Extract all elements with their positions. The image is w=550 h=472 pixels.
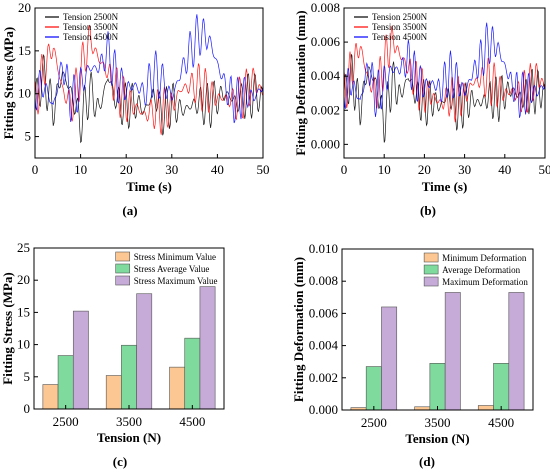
y-tick-label: 25 — [17, 240, 30, 255]
x-tick-label: 50 — [257, 162, 270, 177]
y-tick-label: 0.000 — [311, 136, 340, 151]
y-tick-label: 0.000 — [309, 402, 338, 417]
x-tick-label: 4500 — [488, 415, 514, 430]
x-tick-label: 0 — [341, 162, 348, 177]
y-tick-label: 15 — [17, 304, 30, 319]
series-line-tension-4500n — [343, 22, 546, 118]
x-tick-label: 40 — [498, 162, 511, 177]
panel-b-deformation-time-chart: (b) 0 10 20 30 40 50 0.000 0.002 0.004 0.006 0.008 T… — [293, 0, 550, 218]
y-tick-label: 0.008 — [311, 0, 340, 15]
legend-label: Minimum Deformation — [442, 253, 527, 263]
y-tick-label: 10 — [17, 337, 30, 352]
bar-stress-minimum-value-2500 — [42, 384, 59, 410]
y-tick-label: 0.010 — [309, 241, 338, 256]
x-tick-label: 4500 — [179, 414, 205, 429]
y-tick-label: 5 — [24, 369, 31, 384]
legend-label: Tension 4500N — [63, 32, 119, 42]
legend-label: Stress Average Value — [134, 264, 210, 274]
x-axis-label: Time (s) — [126, 179, 172, 194]
bar-maximum-deformation-3500 — [444, 292, 461, 411]
bar-stress-average-value-2500 — [57, 355, 74, 410]
legend-swatch — [423, 252, 439, 263]
bar-stress-maximum-value-2500 — [72, 310, 89, 410]
y-tick-label: 10 — [18, 86, 31, 101]
panel-label: (d) — [419, 454, 435, 469]
y-tick-label: 0.004 — [309, 338, 339, 353]
x-tick-label: 40 — [211, 162, 224, 177]
x-tick-label: 10 — [74, 162, 87, 177]
y-tick-label: 20 — [17, 272, 30, 287]
bar-stress-average-value-3500 — [121, 344, 137, 410]
bar-average-deformation-2500 — [365, 366, 382, 411]
legend-swatch — [115, 251, 130, 262]
legend-label: Maximum Deformation — [442, 277, 528, 287]
legend-swatch — [423, 264, 439, 275]
bar-stress-minimum-value-4500 — [169, 366, 186, 410]
x-axis-label: Tension (N) — [97, 430, 161, 445]
legend-label: Tension 2500N — [372, 12, 428, 22]
y-axis-label: Fitting Deformation (mm) — [291, 257, 306, 402]
plot-frame — [33, 247, 225, 410]
panel-label: (b) — [420, 203, 436, 218]
legend-label: Stress Maximum Value — [134, 276, 218, 286]
bar-maximum-deformation-4500 — [508, 292, 525, 411]
panel-c-stress-bar-chart: 2500 3500 4500 (c) 0 5 10 15 20 25 Tension (N) Fitt… — [0, 240, 225, 469]
y-tick-label: 0.006 — [309, 305, 339, 320]
legend-swatch — [115, 275, 130, 286]
panel-a-stress-time-chart: (a) 0 10 20 30 40 50 5 10 15 20 Time (s) Fitting Str… — [1, 0, 270, 218]
x-tick-label: 20 — [418, 162, 431, 177]
legend-label: Stress Minimum Value — [134, 252, 216, 262]
bar-stress-minimum-value-3500 — [105, 375, 122, 410]
y-tick-label: 0 — [24, 401, 31, 416]
series-line-tension-3500n — [34, 24, 264, 135]
bar-minimum-deformation-4500 — [477, 405, 494, 411]
y-axis-label: Fitting Deformation (mm) — [293, 10, 308, 155]
bar-stress-maximum-value-3500 — [136, 293, 153, 410]
plot-frame — [341, 248, 534, 411]
x-tick-label: 3500 — [116, 414, 142, 429]
x-axis-label: Time (s) — [422, 179, 468, 194]
y-tick-label: 0.008 — [309, 273, 338, 288]
y-tick-label: 0.002 — [309, 370, 338, 385]
panel-label: (c) — [113, 454, 127, 469]
y-tick-label: 5 — [25, 129, 32, 144]
panel-label: (a) — [122, 203, 137, 218]
plot-frame — [34, 7, 264, 159]
x-tick-label: 2500 — [53, 414, 79, 429]
x-tick-label: 0 — [32, 162, 39, 177]
bar-average-deformation-4500 — [493, 363, 510, 411]
panel-d-deformation-bar-chart: 2500 3500 4500 (d) 0.000 0.002 0.004 0.006 0.008… — [291, 241, 534, 469]
y-tick-label: 0.002 — [311, 102, 340, 117]
legend-label: Tension 3500N — [63, 22, 119, 32]
plot-frame — [343, 7, 546, 159]
series-line-tension-4500n — [34, 14, 264, 124]
series-line-tension-2500n — [34, 54, 264, 144]
x-axis-label: Tension (N) — [405, 431, 469, 446]
x-tick-label: 10 — [378, 162, 391, 177]
bar-average-deformation-3500 — [429, 363, 446, 411]
y-axis-label: Fitting Stress (MPa) — [0, 272, 15, 384]
y-axis-label: Fitting Stress (MPa) — [1, 27, 16, 139]
legend-label: Tension 3500N — [372, 22, 428, 32]
x-tick-label: 50 — [539, 162, 550, 177]
legend-swatch — [423, 276, 439, 287]
x-tick-label: 2500 — [361, 415, 387, 430]
y-tick-label: 0.006 — [311, 34, 341, 49]
legend-swatch — [115, 263, 130, 274]
y-tick-label: 15 — [18, 43, 31, 58]
y-tick-label: 0.004 — [311, 68, 341, 83]
legend-label: Tension 4500N — [372, 32, 428, 42]
legend-label: Tension 2500N — [63, 12, 119, 22]
bar-stress-maximum-value-4500 — [199, 286, 216, 410]
series-line-tension-3500n — [343, 25, 546, 123]
bar-stress-average-value-4500 — [184, 337, 201, 410]
bar-maximum-deformation-2500 — [381, 306, 398, 411]
x-tick-label: 30 — [458, 162, 471, 177]
legend-label: Average Deformation — [442, 265, 521, 275]
y-tick-label: 20 — [18, 0, 31, 15]
x-tick-label: 20 — [120, 162, 133, 177]
x-tick-label: 3500 — [425, 415, 451, 430]
x-tick-label: 30 — [165, 162, 178, 177]
